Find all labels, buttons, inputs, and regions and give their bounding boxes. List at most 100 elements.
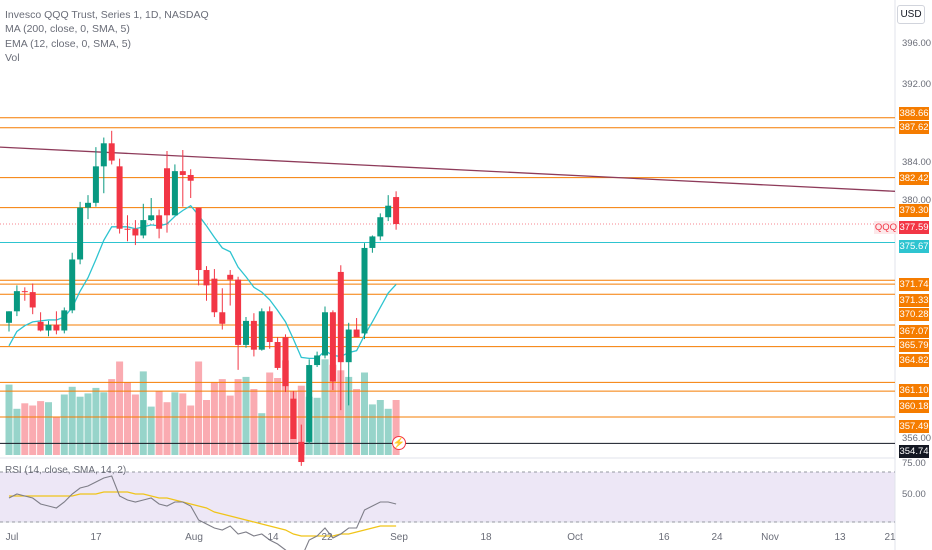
candle-body	[266, 311, 273, 343]
rsi-polyline	[8, 475, 397, 550]
rsi-indicator-label[interactable]: RSI (14, close, SMA, 14, 2)	[5, 465, 127, 476]
level-tag[interactable]: 357.49	[899, 420, 929, 433]
candle-body	[250, 320, 257, 350]
volume-bar	[171, 392, 179, 455]
candle-body	[171, 171, 178, 216]
candle-body	[6, 311, 12, 323]
volume-bar	[124, 382, 131, 455]
volume-bar	[250, 389, 258, 455]
volume-bar	[5, 384, 13, 455]
time-axis-label: Oct	[567, 532, 583, 543]
candle-body	[377, 217, 384, 237]
ma200-line	[0, 146, 896, 192]
level-tag[interactable]: 361.10	[899, 384, 929, 397]
candle-body	[393, 197, 400, 225]
candles	[6, 130, 400, 466]
candle-body	[322, 312, 328, 356]
candle-body	[203, 270, 210, 286]
ema-indicator-label[interactable]: EMA (12, close, 0, SMA, 5)	[5, 37, 132, 50]
volume-bar	[163, 402, 171, 455]
horizontal-levels	[0, 117, 895, 444]
level-tag[interactable]: 382.42	[899, 172, 929, 185]
candle-body	[195, 207, 202, 271]
candle-body	[156, 215, 163, 229]
level-tag[interactable]: 365.79	[899, 339, 929, 352]
candle-body	[361, 247, 368, 334]
volume-bar	[361, 372, 368, 455]
volume-bar	[116, 361, 124, 455]
candle-body	[219, 312, 226, 324]
level-tag[interactable]: 375.67	[899, 240, 929, 253]
time-axis-label: 13	[834, 532, 846, 543]
candle-body	[258, 311, 265, 350]
rsi-axis-label: 75.00	[902, 458, 926, 469]
level-tag[interactable]: 371.33	[899, 294, 929, 307]
candle-body	[314, 355, 321, 366]
last-price-tag[interactable]: 377.59	[899, 221, 929, 234]
candle-body	[69, 259, 76, 311]
level-tag[interactable]: 354.74	[899, 445, 929, 458]
candle-body	[235, 279, 242, 345]
volume-bar	[266, 372, 274, 455]
level-tag[interactable]: 367.07	[899, 325, 929, 338]
level-tag[interactable]: 364.82	[899, 354, 929, 367]
volume-bar	[376, 400, 384, 455]
volume-bar	[139, 371, 147, 455]
volume-indicator-label[interactable]: Vol	[5, 51, 20, 64]
volume-bar	[76, 396, 84, 455]
candle-body	[369, 236, 376, 248]
candle-body	[53, 324, 60, 331]
time-axis-label: Sep	[390, 532, 408, 543]
price-axis-label: 392.00	[902, 79, 932, 90]
currency-button[interactable]: USD	[897, 5, 925, 24]
volume-bar	[353, 389, 361, 455]
price-axis-label: 384.00	[902, 157, 932, 168]
candle-body	[148, 215, 155, 221]
candle-body	[179, 171, 186, 175]
volume-bar	[21, 403, 29, 455]
level-tag[interactable]: 388.66	[899, 107, 929, 120]
level-tag[interactable]: 360.18	[899, 400, 929, 413]
volume-bar	[52, 416, 60, 455]
volume-bar	[203, 400, 210, 455]
price-axis-label: 396.00	[902, 38, 932, 49]
volume-bar	[155, 391, 163, 455]
candle-body	[92, 166, 99, 203]
candle-body	[227, 274, 234, 280]
volume-bar	[258, 413, 266, 455]
symbol-title[interactable]: Invesco QQQ Trust, Series 1, 1D, NASDAQ	[5, 9, 209, 21]
candle-body	[329, 312, 336, 382]
lightning-icon[interactable]: ⚡	[392, 436, 406, 450]
time-axis-label: 21	[884, 532, 896, 543]
volume-bar	[13, 408, 21, 455]
rsi-lines	[8, 475, 397, 550]
volume-bar	[187, 405, 195, 455]
level-tag[interactable]: 387.62	[899, 121, 929, 134]
candle-body	[124, 228, 131, 230]
level-tag[interactable]: 370.28	[899, 308, 929, 321]
level-tag[interactable]: 379.30	[899, 204, 929, 217]
volume-bar	[60, 394, 68, 455]
volume-bar	[68, 386, 76, 455]
candle-body	[132, 228, 139, 236]
time-axis-label: 24	[711, 532, 723, 543]
volume-bar	[100, 392, 108, 455]
candle-body	[108, 143, 115, 161]
candle-body	[100, 143, 107, 167]
volume-bar	[131, 394, 139, 455]
candle-body	[211, 278, 218, 313]
candle-body	[61, 310, 68, 331]
volume-bar	[337, 370, 345, 455]
time-axis-label: 17	[90, 532, 102, 543]
candle-body	[45, 324, 52, 331]
level-tag[interactable]: 371.74	[899, 278, 929, 291]
ma-indicator-label[interactable]: MA (200, close, 0, SMA, 5)	[5, 23, 130, 36]
time-axis-label: Aug	[185, 532, 203, 543]
candle-body	[337, 271, 344, 363]
time-axis-label: 18	[480, 532, 492, 543]
candle-body	[187, 174, 194, 181]
volume-bar	[297, 385, 305, 455]
candle-body	[13, 291, 20, 312]
volume-bar	[242, 376, 250, 455]
